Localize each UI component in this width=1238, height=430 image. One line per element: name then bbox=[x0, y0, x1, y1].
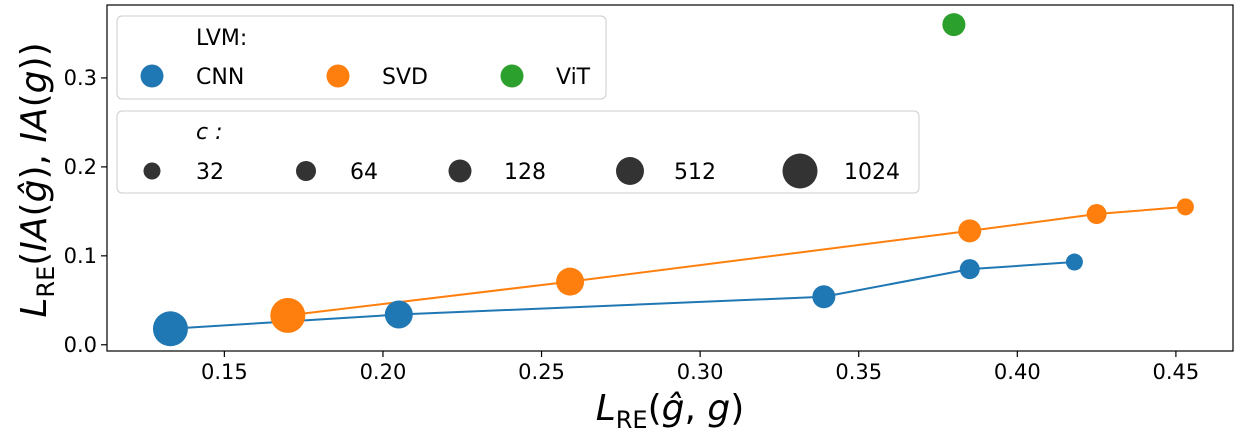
data-point-svd bbox=[958, 219, 982, 243]
legend-size-marker bbox=[448, 159, 472, 183]
x-tick-label: 0.35 bbox=[835, 360, 882, 384]
legend-lvm-box bbox=[116, 15, 607, 100]
series-line-svd bbox=[287, 205, 1186, 317]
data-point-svd bbox=[1176, 198, 1194, 216]
legend-size-marker bbox=[296, 161, 316, 181]
legend-size-label: 512 bbox=[674, 160, 716, 185]
legend-c: c : 32 64 128 512 1024 bbox=[116, 110, 920, 194]
legend-size-label: 128 bbox=[504, 160, 546, 185]
y-tick-label: 0.0 bbox=[64, 333, 97, 357]
legend-label-cnn: CNN bbox=[196, 65, 244, 90]
x-tick-label: 0.20 bbox=[360, 360, 407, 384]
y-axis-label: LRE(IA(ĝ), IA(g)) bbox=[14, 42, 60, 317]
x-tick-label: 0.40 bbox=[994, 360, 1041, 384]
plot-area bbox=[106, 4, 1234, 352]
data-point-vit bbox=[942, 13, 966, 37]
y-axis: 0.0 0.1 0.2 0.3 bbox=[64, 66, 107, 357]
x-tick-label: 0.45 bbox=[1153, 360, 1200, 384]
legend-size-marker bbox=[616, 157, 644, 185]
legend-marker-svd bbox=[326, 64, 350, 88]
data-point-cnn bbox=[152, 311, 188, 347]
data-point-svd bbox=[1086, 204, 1107, 225]
data-point-svd bbox=[556, 267, 585, 296]
data-point-cnn bbox=[812, 285, 836, 309]
legend-c-box bbox=[116, 110, 920, 194]
data-point-svd bbox=[270, 297, 306, 333]
series-points bbox=[152, 13, 1194, 347]
legend-size-marker bbox=[143, 162, 161, 180]
legend-lvm-title: LVM: bbox=[196, 26, 247, 51]
legend-size-marker bbox=[782, 153, 818, 189]
legend-marker-vit bbox=[500, 64, 524, 88]
y-tick-label: 0.1 bbox=[64, 244, 97, 268]
data-point-cnn bbox=[959, 259, 980, 280]
x-tick-label: 0.25 bbox=[518, 360, 565, 384]
series-line-cnn bbox=[170, 261, 1075, 330]
legend-label-vit: ViT bbox=[556, 65, 591, 90]
legend-c-title: c : bbox=[196, 120, 223, 145]
x-axis: 0.15 0.20 0.25 0.30 0.35 0.40 0.45 bbox=[201, 351, 1199, 384]
data-point-cnn bbox=[384, 300, 413, 329]
x-axis-label: LRE(ĝ, g) bbox=[596, 388, 745, 430]
legend-lvm: LVM: CNN SVD ViT bbox=[116, 15, 607, 100]
data-point-cnn bbox=[1065, 253, 1083, 271]
legend-size-label: 32 bbox=[196, 160, 224, 185]
y-tick-label: 0.2 bbox=[64, 155, 97, 179]
x-tick-label: 0.15 bbox=[201, 360, 248, 384]
legend-marker-cnn bbox=[140, 64, 164, 88]
y-tick-label: 0.3 bbox=[64, 66, 97, 90]
x-tick-label: 0.30 bbox=[677, 360, 724, 384]
legend-size-label: 64 bbox=[350, 160, 378, 185]
legend-label-svd: SVD bbox=[382, 65, 428, 90]
series-lines bbox=[170, 205, 1186, 330]
legend-size-label: 1024 bbox=[844, 160, 900, 185]
